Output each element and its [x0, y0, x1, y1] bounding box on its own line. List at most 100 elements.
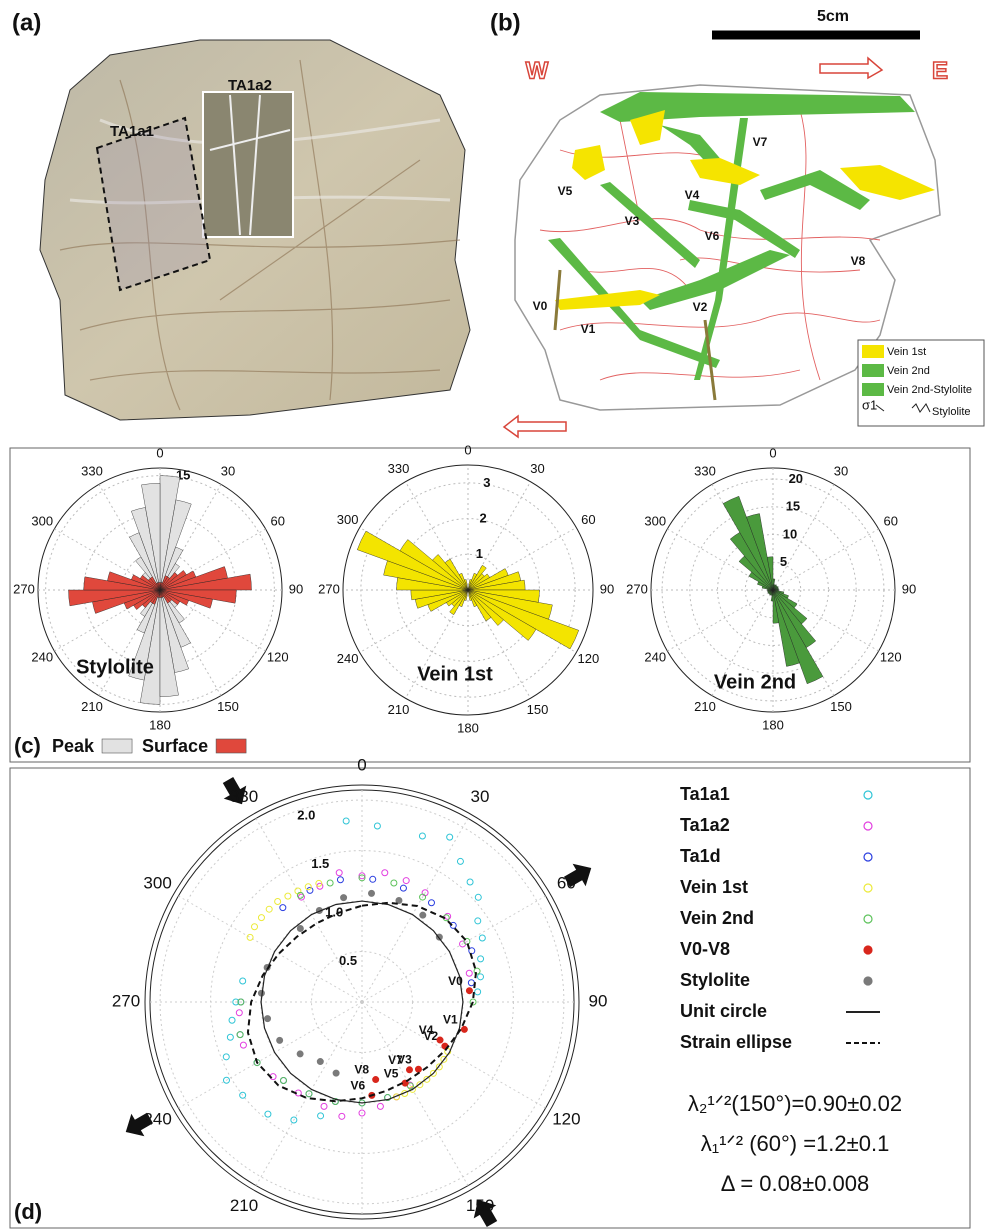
theta-tick-label: 330	[81, 464, 103, 479]
data-point	[473, 967, 481, 975]
data-point	[335, 869, 343, 877]
data-point	[402, 877, 410, 885]
data-point	[390, 879, 398, 887]
grid-line	[772, 484, 835, 591]
legend-label: Vein 1st	[680, 877, 748, 897]
data-point	[395, 896, 403, 904]
point-label: V3	[397, 1052, 412, 1066]
vein-2nd	[688, 200, 800, 258]
theta-tick-label: 150	[466, 1196, 494, 1215]
grid-line	[159, 799, 565, 1205]
data-point	[239, 1091, 247, 1099]
grid-line	[311, 951, 413, 1053]
data-point	[376, 1102, 384, 1110]
rose-bar	[128, 589, 161, 681]
rose-bar	[159, 589, 213, 609]
rose-bar	[68, 589, 161, 607]
data-point	[342, 817, 350, 825]
data-point	[476, 973, 484, 981]
box-label: TA1a2	[228, 77, 272, 94]
data-point	[239, 1041, 247, 1049]
arrow	[125, 1112, 153, 1137]
stress-arrows	[125, 777, 592, 1227]
legend-label: V0-V8	[680, 939, 730, 959]
legend-symbol	[863, 914, 873, 924]
data-point	[474, 988, 482, 996]
legend-swatch	[862, 345, 884, 358]
theta-tick-label: 240	[644, 649, 666, 664]
vein-1st	[690, 158, 760, 185]
r-tick-label: 5	[780, 554, 787, 569]
theta-tick-label: 60	[581, 512, 595, 527]
theta-tick-label: 270	[112, 991, 140, 1010]
data-point	[222, 1053, 230, 1061]
rose-bar	[449, 589, 469, 616]
data-point	[406, 1082, 414, 1090]
rose-bar	[772, 589, 824, 685]
annotation: λ₁¹ᐟ² (60°) =1.2±0.1	[701, 1131, 890, 1156]
data-point	[239, 977, 247, 985]
vein-label: V0	[533, 299, 548, 313]
grid-line	[717, 534, 829, 646]
rose-bar	[149, 576, 161, 591]
data-point	[320, 1102, 328, 1110]
rose-bar	[159, 589, 179, 697]
rose-bar	[467, 589, 580, 650]
theta-tick-label: 330	[694, 464, 716, 479]
data-point	[465, 987, 473, 995]
data-point	[317, 1112, 325, 1120]
data-point	[368, 889, 376, 897]
legend-swatch	[862, 383, 884, 396]
legend-label: Ta1d	[680, 846, 721, 866]
polar-chart: 0 30 60 90 120 150 180 210 240 270 300 330 0.5 1.0 1.5…	[112, 755, 880, 1231]
vein-label: V2	[693, 300, 708, 314]
scale-label: 5cm	[817, 8, 849, 25]
inset-photo	[202, 91, 294, 238]
legend-swatch	[215, 738, 247, 754]
rose-chart: 0 30 60 90 120 150 180 210 240 270 300 330 5 10 15 20 Ve…	[626, 445, 916, 732]
data-point	[332, 1069, 340, 1077]
grid-line	[255, 818, 363, 1003]
shear-arrow	[819, 56, 884, 80]
theta-tick-label: 210	[694, 699, 716, 714]
data-point	[276, 1036, 284, 1044]
grid-line	[255, 1001, 363, 1186]
data-point	[264, 1015, 272, 1023]
theta-tick-label: 150	[527, 702, 549, 717]
point-label: V2	[424, 1029, 439, 1043]
theta-tick-label: 90	[289, 581, 303, 596]
data-point	[466, 878, 474, 886]
legend-label: Stylolite	[932, 406, 971, 418]
rose-bar	[159, 573, 252, 591]
data-point	[384, 1094, 392, 1102]
shear-arrow	[502, 414, 567, 439]
vein-1st	[840, 165, 935, 200]
data-point	[296, 925, 304, 933]
grid-line	[689, 506, 857, 674]
r-tick-label: 1.0	[325, 904, 343, 919]
panel-a: (a) TA1a1 TA1a2	[12, 9, 471, 421]
rose-bar	[141, 483, 161, 591]
vein-2nd-stylolite	[553, 269, 717, 401]
theta-tick-label: 30	[530, 461, 544, 476]
legend-label: Stylolite	[680, 970, 750, 990]
legend-label: Unit circle	[680, 1001, 767, 1021]
vein-label: V7	[753, 135, 768, 149]
inset-veins	[209, 94, 291, 236]
rose-bar	[772, 589, 800, 667]
data-point	[246, 933, 254, 941]
rose-bar	[444, 558, 469, 591]
rose-bar	[432, 554, 469, 591]
legend-symbol	[863, 852, 873, 862]
theta-tick-label: 300	[31, 513, 53, 528]
legend-symbol	[863, 945, 873, 955]
legend-swatch	[101, 738, 133, 754]
arrow	[564, 863, 592, 888]
data-point	[373, 822, 381, 830]
grid-line	[361, 1001, 469, 1186]
data-point	[418, 832, 426, 840]
data-point	[228, 1016, 236, 1024]
data-point	[372, 1076, 380, 1084]
vein-1st	[572, 145, 605, 180]
